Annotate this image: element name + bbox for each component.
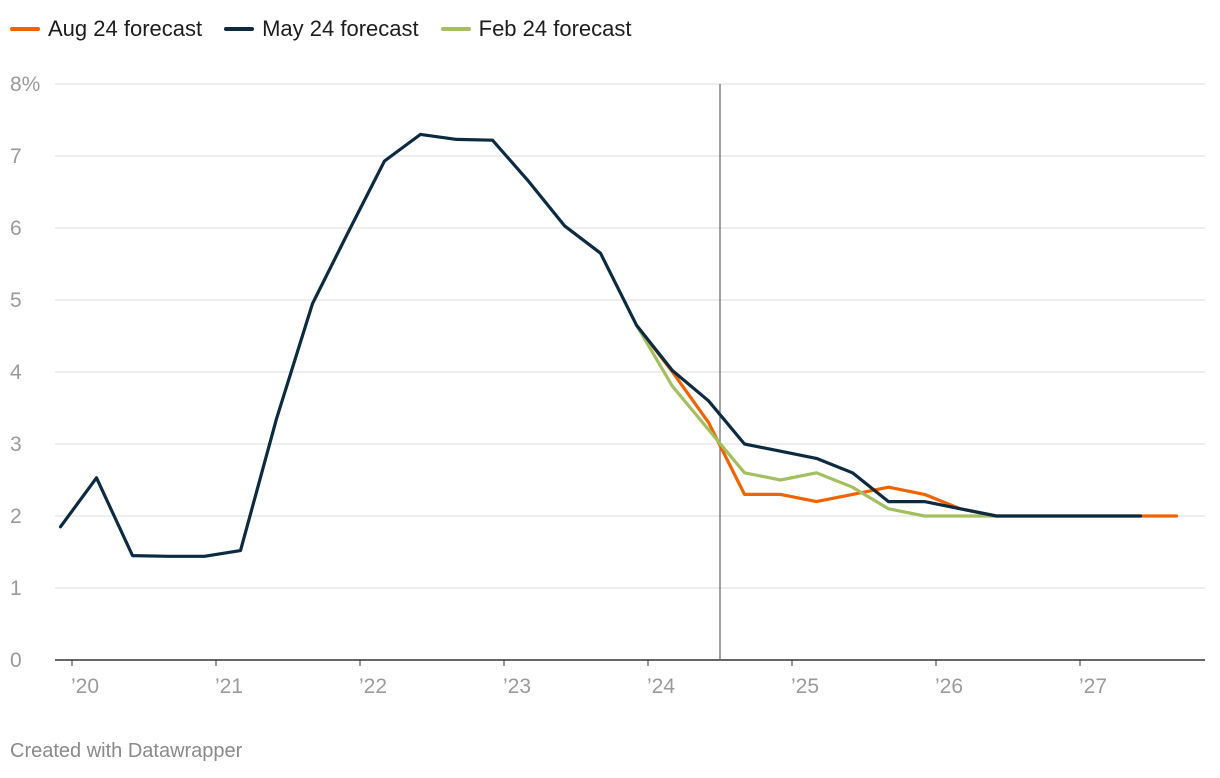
y-tick-label: 1: [10, 577, 22, 600]
x-tick-label: ’26: [935, 675, 963, 698]
legend-swatch-aug-24: [10, 27, 40, 31]
x-tick-label: ’24: [647, 675, 675, 698]
legend-label-aug-24: Aug 24 forecast: [48, 16, 203, 41]
legend-item-feb-24: Feb 24 forecast: [440, 16, 632, 42]
y-tick-label: 8%: [10, 73, 40, 96]
x-tick-label: ’20: [71, 675, 99, 698]
series-lines: [58, 132, 1179, 558]
grid-lines: [55, 83, 1205, 661]
x-tick-label: ’21: [215, 675, 243, 698]
legend-swatch-feb-24: [440, 27, 471, 31]
y-tick-label: 7: [10, 145, 22, 168]
x-tick-label: ’25: [791, 675, 819, 698]
x-tick-label: ’22: [359, 675, 387, 698]
series-line-aug-24-forecast: [634, 323, 1179, 518]
credit-text: Created with Datawrapper: [10, 740, 243, 762]
x-tick-label: ’23: [503, 675, 531, 698]
legend-label-feb-24: Feb 24 forecast: [478, 16, 632, 41]
y-tick-label: 6: [10, 217, 22, 240]
y-tick-label: 3: [10, 433, 22, 456]
y-tick-label: 5: [10, 289, 22, 312]
legend-item-aug-24: Aug 24 forecast: [10, 16, 202, 42]
y-tick-label: 2: [10, 505, 22, 528]
x-axis-labels: ’20 ’21 ’22 ’23 ’24 ’25 ’26 ’27: [71, 660, 1107, 698]
y-axis-labels: 0 1 2 3 4 5 6 7 8%: [10, 73, 40, 672]
x-tick-label: ’27: [1079, 675, 1107, 698]
chart-legend: Aug 24 forecast May 24 forecast Feb 24 f…: [10, 16, 632, 42]
series-line-feb-24-forecast: [634, 323, 999, 518]
y-tick-label: 0: [10, 649, 22, 672]
series-line-may-24-forecast: [58, 132, 1143, 558]
legend-swatch-may-24: [224, 27, 255, 31]
legend-item-may-24: May 24 forecast: [224, 16, 419, 42]
y-tick-label: 4: [10, 361, 22, 384]
legend-label-may-24: May 24 forecast: [262, 16, 419, 41]
